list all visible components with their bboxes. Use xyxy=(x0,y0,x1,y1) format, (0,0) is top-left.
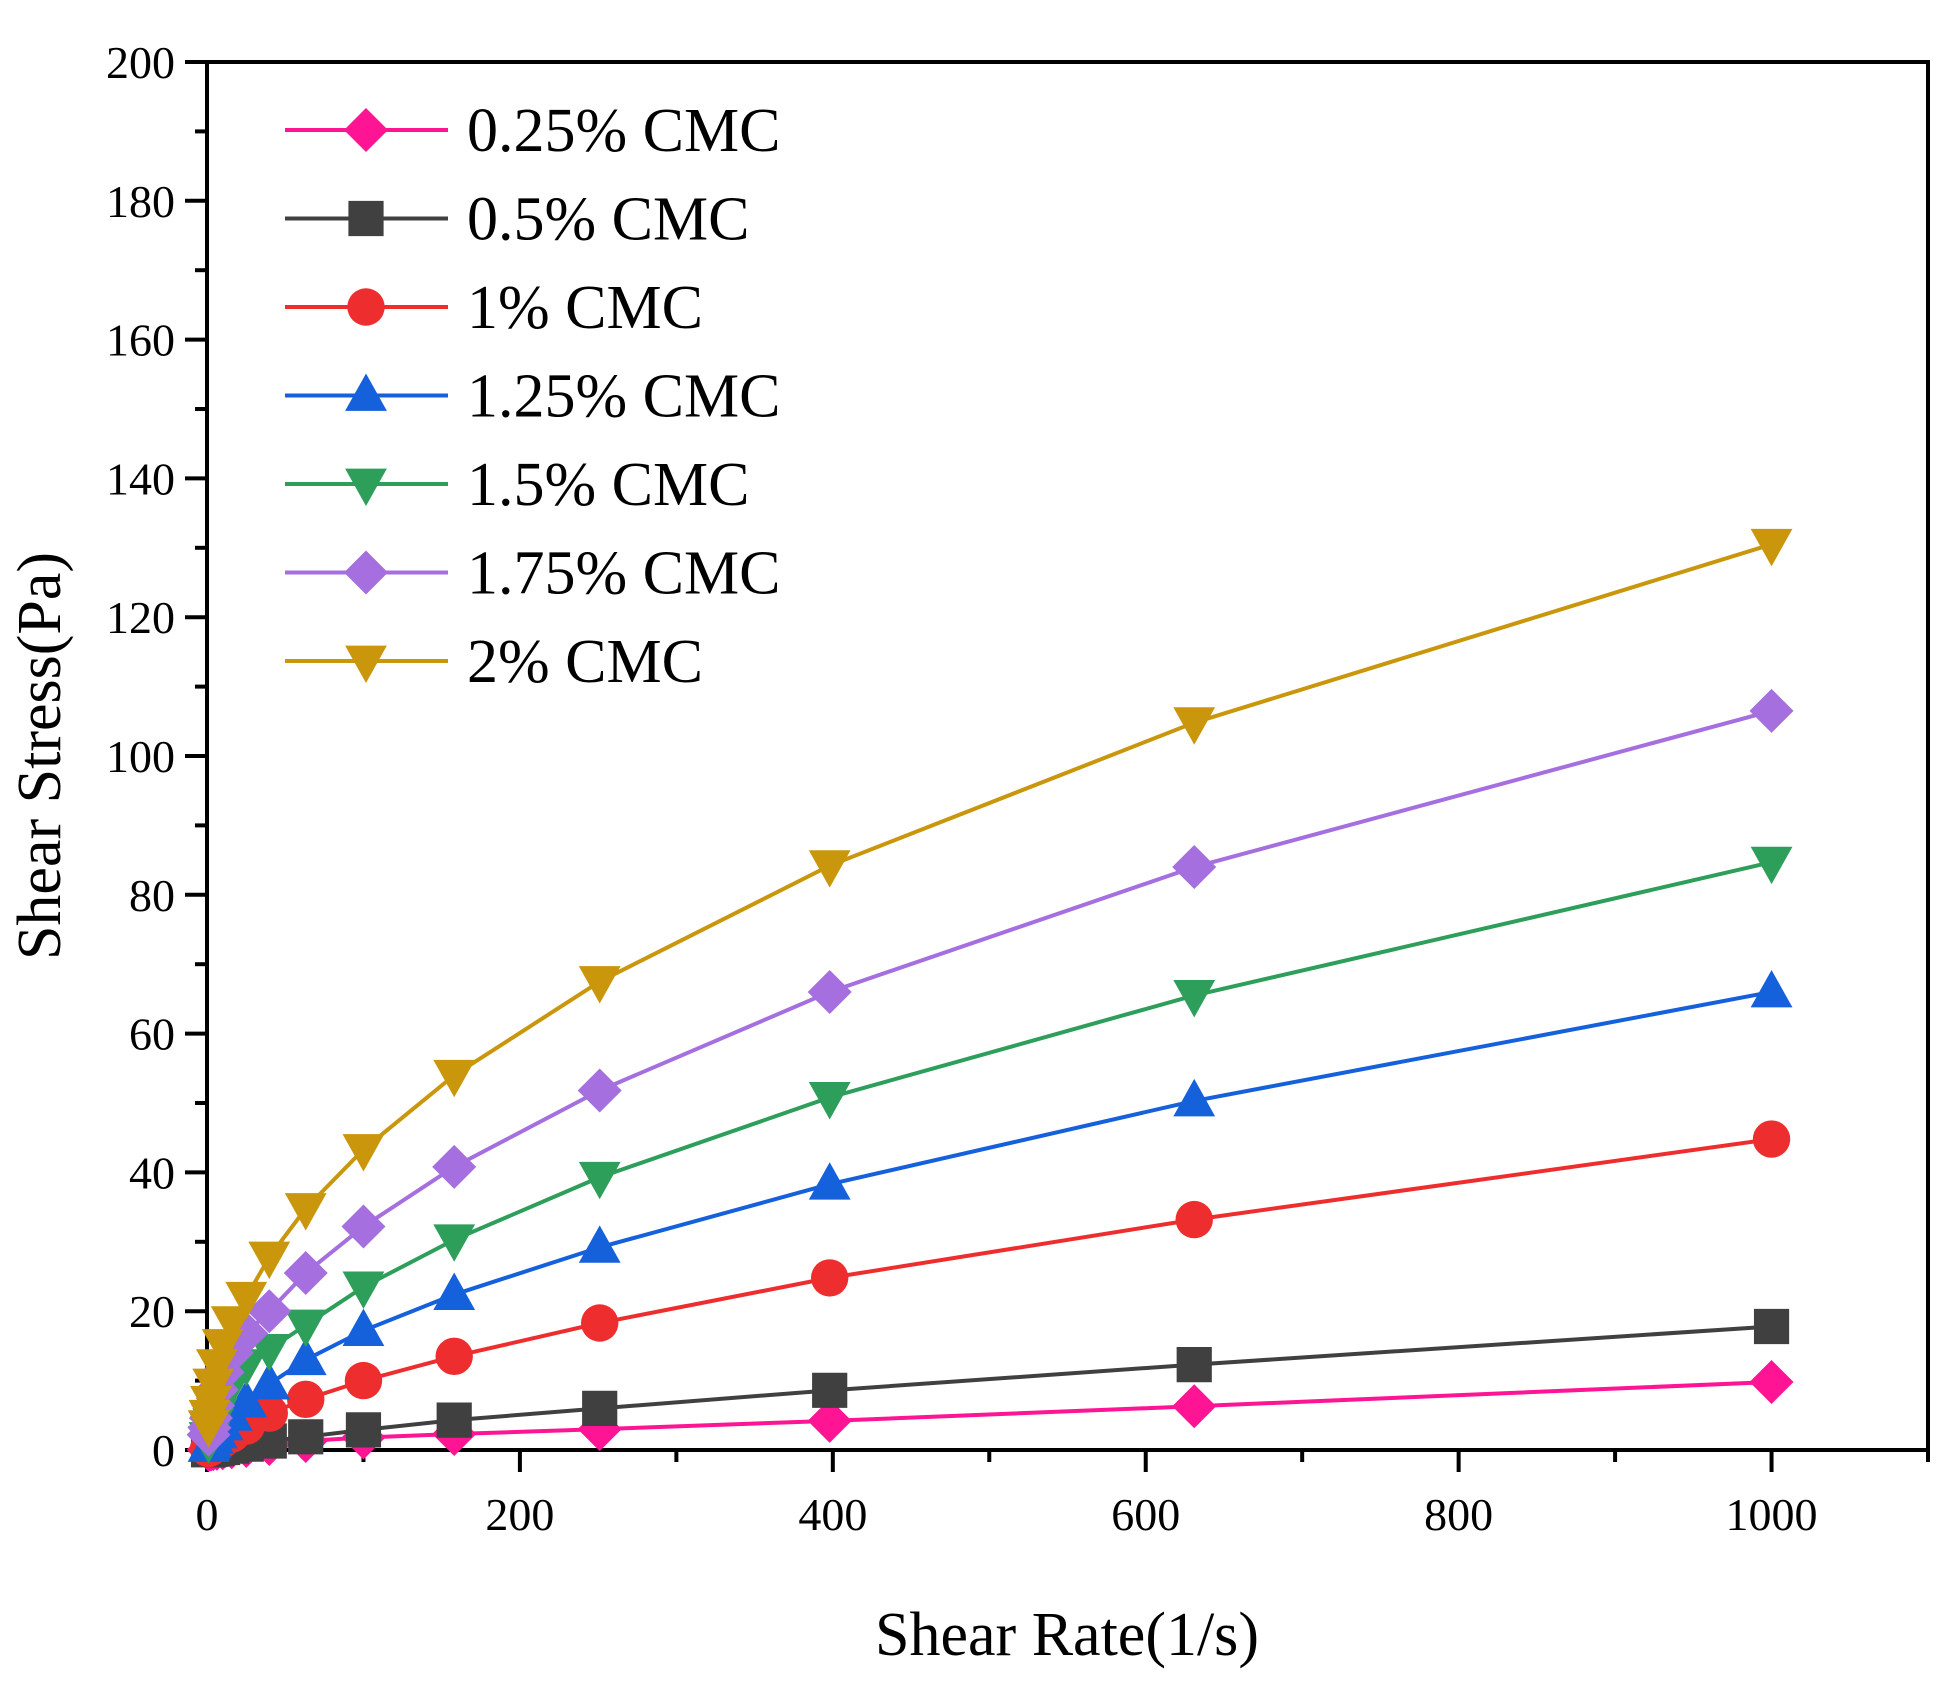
data-point xyxy=(578,1161,621,1200)
data-point xyxy=(342,1271,385,1309)
x-tick-label: 200 xyxy=(485,1489,554,1540)
data-point xyxy=(582,1390,618,1426)
data-point xyxy=(225,1281,268,1320)
data-point xyxy=(284,1337,327,1376)
y-tick-label: 0 xyxy=(152,1425,175,1476)
legend-label: 0.5% CMC xyxy=(467,186,749,254)
legend-marker xyxy=(344,108,388,152)
data-point xyxy=(578,966,621,1004)
data-point xyxy=(578,1225,621,1263)
data-point xyxy=(248,1362,291,1400)
data-point xyxy=(342,1134,385,1172)
x-tick-label: 0 xyxy=(196,1489,219,1540)
legend: 0.25% CMC 0.5% CMC 1% CMC 1.25% CMC 1.5% CMC… xyxy=(285,97,780,696)
data-point xyxy=(812,1372,848,1408)
data-point xyxy=(1173,707,1216,745)
data-point xyxy=(248,1333,291,1372)
data-point xyxy=(808,850,851,888)
series-1-5-cmc xyxy=(187,846,1793,1464)
y-tick-label: 80 xyxy=(129,870,175,921)
data-point xyxy=(1752,1120,1791,1158)
legend-marker xyxy=(347,288,385,326)
data-point xyxy=(1749,688,1794,733)
data-point xyxy=(1749,1359,1794,1404)
legend-marker xyxy=(345,645,387,683)
legend-label: 1.5% CMC xyxy=(467,451,749,519)
data-point xyxy=(288,1419,324,1455)
y-tick-label: 180 xyxy=(106,176,175,227)
data-point xyxy=(808,1162,851,1200)
data-point xyxy=(210,1306,253,1344)
data-point xyxy=(1173,1078,1216,1117)
legend-label: 2% CMC xyxy=(467,628,703,696)
data-point xyxy=(287,1380,325,1419)
x-axis-title: Shear Rate(1/s) xyxy=(875,1601,1259,1669)
series-2-cmc xyxy=(187,528,1793,1448)
data-point xyxy=(344,1361,383,1400)
data-point xyxy=(807,1398,852,1443)
legend-marker xyxy=(345,373,387,411)
x-tick-label: 1000 xyxy=(1726,1489,1818,1540)
data-point xyxy=(432,1144,477,1189)
data-point xyxy=(436,1402,472,1438)
y-tick-label: 160 xyxy=(106,315,175,366)
data-point xyxy=(283,1251,328,1296)
data-point xyxy=(1750,846,1793,885)
x-tick-label: 400 xyxy=(798,1489,867,1540)
legend-label: 1% CMC xyxy=(467,274,703,342)
axis-ticks: 0 200 400 600 800 1000 0 20 40 60 80 100 120 140 160 18… xyxy=(106,37,1930,1540)
data-point xyxy=(225,1380,268,1418)
data-point xyxy=(807,969,852,1014)
data-point xyxy=(250,1394,288,1432)
data-point xyxy=(1753,1308,1790,1345)
series-0-5-cmc xyxy=(190,1308,1790,1468)
data-point xyxy=(248,1241,291,1280)
y-tick-label: 200 xyxy=(106,37,175,88)
x-tick-label: 800 xyxy=(1424,1489,1493,1540)
legend-marker xyxy=(345,468,387,506)
data-point xyxy=(433,1272,476,1310)
legend-label: 1.25% CMC xyxy=(467,363,780,431)
legend-label: 0.25% CMC xyxy=(467,97,780,165)
data-point xyxy=(345,1412,382,1448)
data-point xyxy=(1173,980,1216,1018)
data-point xyxy=(1750,528,1793,567)
data-point xyxy=(247,1289,292,1334)
legend-label: 1.75% CMC xyxy=(467,540,780,608)
data-point xyxy=(577,1068,622,1113)
y-tick-label: 60 xyxy=(129,1009,175,1060)
data-point xyxy=(195,1349,238,1387)
data-point xyxy=(808,1082,851,1120)
data-point xyxy=(1176,1347,1212,1383)
data-point xyxy=(1172,845,1217,890)
data-point xyxy=(1175,1200,1213,1239)
data-point xyxy=(192,1368,235,1407)
data-point xyxy=(284,1193,327,1231)
data-point xyxy=(435,1337,473,1376)
data-point xyxy=(342,1308,385,1347)
data-point xyxy=(810,1259,849,1297)
y-tick-label: 40 xyxy=(129,1147,175,1198)
legend-marker xyxy=(348,200,384,237)
y-tick-label: 100 xyxy=(106,731,175,782)
data-point xyxy=(581,1304,619,1342)
y-tick-label: 140 xyxy=(106,453,175,504)
y-tick-label: 20 xyxy=(129,1286,175,1337)
y-axis-title: Shear Stress(Pa) xyxy=(6,552,74,960)
data-point xyxy=(433,1224,476,1262)
data-point xyxy=(284,1309,327,1348)
data-series xyxy=(186,528,1794,1472)
legend-marker xyxy=(344,550,388,595)
data-point xyxy=(1750,969,1793,1008)
series-1-25-cmc xyxy=(187,969,1793,1462)
data-point xyxy=(190,1386,232,1424)
data-point xyxy=(341,1204,386,1249)
data-point xyxy=(433,1059,476,1098)
y-tick-label: 120 xyxy=(106,592,175,643)
x-tick-label: 600 xyxy=(1111,1489,1180,1540)
data-point xyxy=(1172,1384,1217,1429)
